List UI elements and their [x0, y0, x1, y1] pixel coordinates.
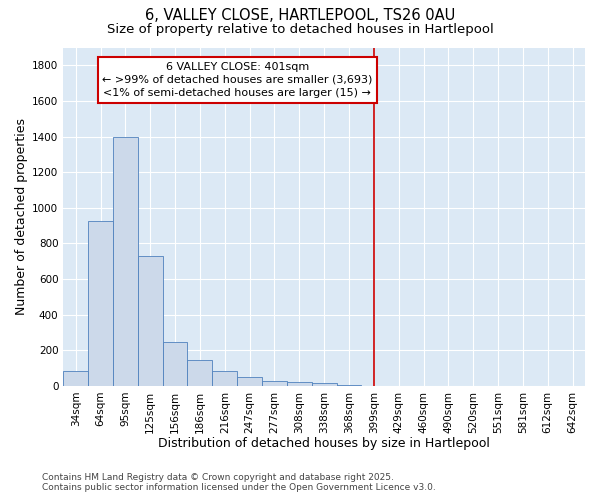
Bar — [163, 342, 187, 386]
Bar — [287, 382, 312, 386]
Bar — [237, 377, 262, 386]
Y-axis label: Number of detached properties: Number of detached properties — [15, 118, 28, 315]
Bar — [262, 380, 287, 386]
Bar — [138, 256, 163, 386]
Bar — [312, 383, 337, 386]
Text: Size of property relative to detached houses in Hartlepool: Size of property relative to detached ho… — [107, 22, 493, 36]
Text: Contains HM Land Registry data © Crown copyright and database right 2025.
Contai: Contains HM Land Registry data © Crown c… — [42, 473, 436, 492]
Text: 6 VALLEY CLOSE: 401sqm
← >99% of detached houses are smaller (3,693)
<1% of semi: 6 VALLEY CLOSE: 401sqm ← >99% of detache… — [102, 62, 373, 98]
Bar — [88, 221, 113, 386]
X-axis label: Distribution of detached houses by size in Hartlepool: Distribution of detached houses by size … — [158, 437, 490, 450]
Bar — [63, 370, 88, 386]
Bar — [187, 360, 212, 386]
Bar — [337, 385, 361, 386]
Bar — [113, 136, 138, 386]
Bar — [212, 370, 237, 386]
Text: 6, VALLEY CLOSE, HARTLEPOOL, TS26 0AU: 6, VALLEY CLOSE, HARTLEPOOL, TS26 0AU — [145, 8, 455, 22]
